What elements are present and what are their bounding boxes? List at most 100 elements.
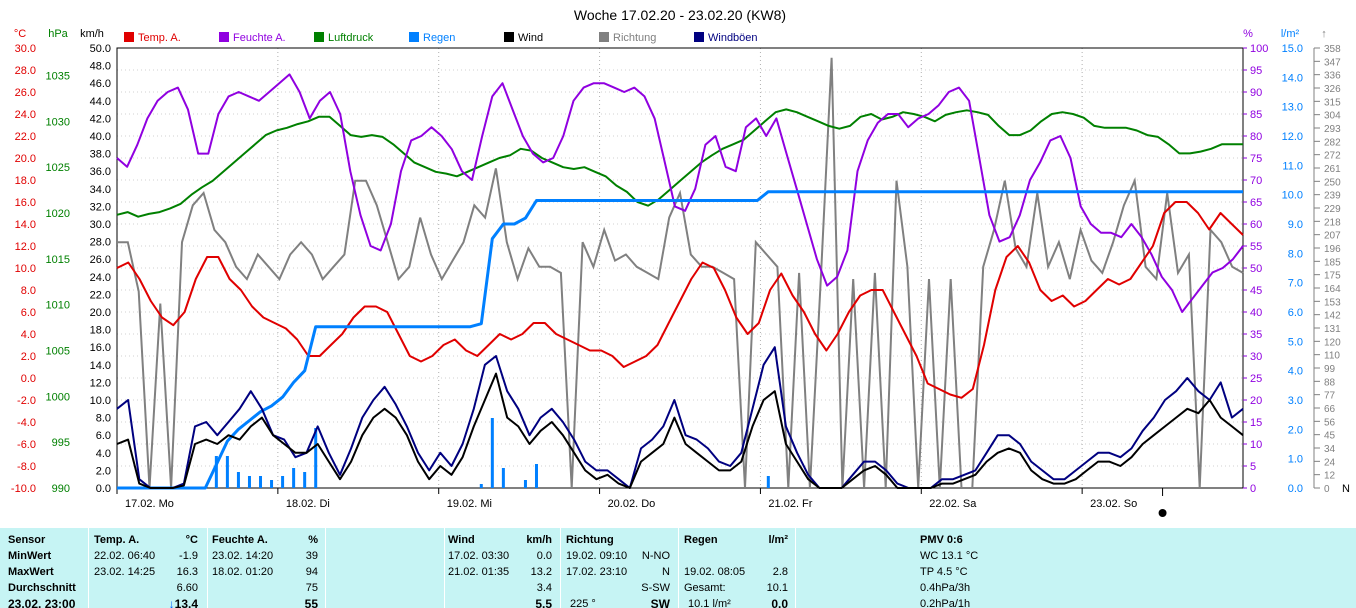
tick-rain: 15.0 [1282, 43, 1303, 55]
tick-temp: 14.0 [15, 219, 36, 231]
tick-humidity: 70 [1250, 175, 1262, 187]
tick-rain: 5.0 [1288, 336, 1303, 348]
tick-pressure: 1035 [46, 71, 70, 83]
max-dir-time: 17.02. 23:10 [566, 566, 628, 578]
header-temp-unit: °C [185, 534, 198, 546]
chart-title: Woche 17.02.20 - 23.02.20 (KW8) [574, 7, 786, 23]
tick-rain: 10.0 [1282, 190, 1303, 202]
tick-temp: 22.0 [15, 131, 36, 143]
tick-direction: 326 [1324, 84, 1341, 95]
tick-direction: 120 [1324, 337, 1341, 348]
tick-humidity: 20 [1250, 395, 1262, 407]
rain-bar [490, 418, 494, 488]
tick-temp: 4.0 [21, 329, 36, 341]
tick-humidity: 0 [1250, 483, 1256, 495]
tick-wind: 48.0 [90, 61, 111, 73]
tick-rain: 0.0 [1288, 483, 1303, 495]
header-hum-unit: % [308, 534, 318, 546]
tick-rain: 11.0 [1282, 160, 1303, 172]
rain-bar [259, 476, 263, 488]
cur-wind-val: 5.5 [535, 597, 552, 608]
rain-bar [214, 456, 218, 488]
tick-direction: 229 [1324, 204, 1341, 215]
max-wind-time: 21.02. 01:35 [448, 566, 510, 578]
rain-bar [314, 428, 318, 488]
legend-label: Feuchte A. [233, 32, 286, 44]
tick-humidity: 40 [1250, 307, 1262, 319]
header-wind: Wind [448, 534, 475, 546]
tick-wind: 2.0 [96, 465, 111, 477]
tick-wind: 22.0 [90, 289, 111, 301]
min-wind-time: 17.02. 03:30 [448, 550, 510, 562]
tick-wind: 28.0 [90, 237, 111, 249]
tick-humidity: 35 [1250, 329, 1262, 341]
min-temp-val: -1.9 [179, 550, 198, 562]
tick-temp: -6.0 [17, 439, 36, 451]
legend-label: Luftdruck [328, 32, 374, 44]
x-tick-label: 17.02. Mo [125, 498, 174, 510]
header-hum: Feuchte A. [212, 534, 268, 546]
tick-direction: 336 [1324, 71, 1341, 82]
min-wind-val: 0.0 [536, 550, 552, 562]
tick-direction: 110 [1324, 351, 1340, 362]
avg-rain-label: Gesamt: [684, 582, 726, 594]
legend-label: Richtung [613, 32, 656, 44]
tick-direction: 131 [1324, 324, 1341, 335]
max-hum-val: 94 [305, 566, 318, 578]
chart-background [0, 0, 1356, 528]
tick-humidity: 95 [1250, 65, 1262, 77]
tick-wind: 42.0 [90, 113, 111, 125]
tick-temp: -2.0 [17, 395, 36, 407]
weather-chart: Woche 17.02.20 - 23.02.20 (KW8) Temp. A.… [0, 0, 1356, 528]
tick-humidity: 75 [1250, 153, 1262, 165]
tick-direction: 272 [1324, 151, 1341, 162]
row-max-label: MaxWert [8, 566, 54, 578]
tick-direction: 12 [1324, 471, 1336, 482]
tick-direction: 164 [1324, 284, 1341, 295]
row-avg-label: Durchschnitt [8, 582, 76, 594]
tick-humidity: 50 [1250, 263, 1262, 275]
min-temp-time: 22.02. 06:40 [94, 550, 156, 562]
legend-swatch [409, 32, 419, 42]
pmv-pressure-3h: 0.4hPa/3h [920, 582, 971, 594]
unit-temp: °C [14, 28, 26, 40]
series-regen [117, 190, 1243, 490]
tick-rain: 6.0 [1288, 307, 1303, 319]
row-current-label: 23.02. 23:00 [8, 597, 76, 608]
tick-pressure: 1015 [46, 254, 70, 266]
cur-temp-value: 13.4 [174, 597, 198, 608]
direction-north-label: N [1342, 483, 1350, 495]
tick-wind: 14.0 [90, 360, 111, 372]
tick-humidity: 60 [1250, 219, 1262, 231]
tick-wind: 50.0 [90, 43, 111, 55]
tick-temp: 6.0 [21, 307, 36, 319]
tick-humidity: 85 [1250, 109, 1262, 121]
tick-rain: 2.0 [1288, 424, 1303, 436]
max-dir-val: N [662, 566, 670, 578]
tick-direction: 153 [1324, 297, 1341, 308]
min-hum-time: 23.02. 14:20 [212, 550, 274, 562]
row-min-label: MinWert [8, 550, 52, 562]
tick-direction: 99 [1324, 364, 1336, 375]
pmv-pressure-1h: 0.2hPa/1h [920, 598, 971, 608]
legend-label: Wind [518, 32, 543, 44]
tick-direction: 315 [1324, 97, 1341, 108]
direction-arrow-icon: ↑ [1321, 28, 1327, 40]
tick-rain: 7.0 [1288, 278, 1303, 290]
tick-wind: 38.0 [90, 149, 111, 161]
rain-bar [292, 468, 296, 488]
tick-wind: 16.0 [90, 342, 111, 354]
tick-temp: -4.0 [17, 417, 36, 429]
trend-arrow-icon: ↓ [168, 597, 175, 608]
max-rain-time: 19.02. 08:05 [684, 566, 746, 578]
tick-direction: 239 [1324, 191, 1341, 202]
cur-hum-val: 55 [304, 597, 318, 608]
legend-label: Windböen [708, 32, 758, 44]
tick-wind: 26.0 [90, 254, 111, 266]
unit-pressure: hPa [48, 28, 68, 40]
tick-wind: 44.0 [90, 96, 111, 108]
tick-wind: 8.0 [96, 413, 111, 425]
tick-pressure: 990 [52, 483, 70, 495]
tick-humidity: 45 [1250, 285, 1262, 297]
rain-bar [303, 472, 307, 488]
